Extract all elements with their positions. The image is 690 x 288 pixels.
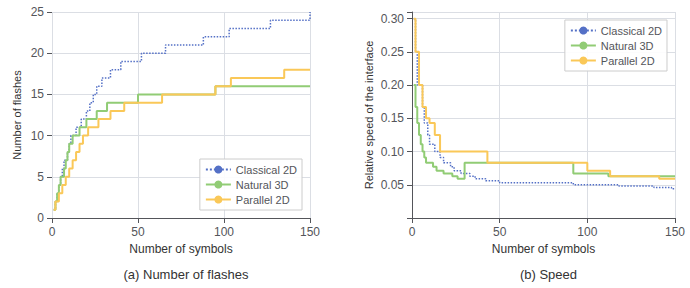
svg-text:150: 150 — [300, 225, 320, 239]
svg-text:Parallel 2D: Parallel 2D — [236, 194, 290, 206]
svg-text:Natural 3D: Natural 3D — [601, 40, 654, 52]
svg-text:100: 100 — [214, 225, 234, 239]
svg-text:0: 0 — [409, 225, 416, 239]
svg-text:50: 50 — [131, 225, 145, 239]
svg-text:0.25: 0.25 — [381, 45, 405, 59]
svg-text:Natural 3D: Natural 3D — [236, 179, 289, 191]
svg-text:Relative speed of the interfac: Relative speed of the interface — [363, 41, 375, 190]
svg-text:0.30: 0.30 — [381, 12, 405, 26]
svg-text:15: 15 — [31, 87, 45, 101]
svg-text:0: 0 — [37, 211, 44, 225]
svg-text:25: 25 — [31, 5, 45, 19]
svg-text:20: 20 — [31, 46, 45, 60]
svg-text:50: 50 — [493, 225, 507, 239]
svg-text:(b) Speed: (b) Speed — [520, 267, 577, 282]
svg-text:Number of flashes: Number of flashes — [11, 70, 23, 160]
svg-text:0.10: 0.10 — [381, 145, 405, 159]
svg-text:Classical 2D: Classical 2D — [601, 25, 662, 37]
svg-text:100: 100 — [577, 225, 597, 239]
svg-text:0: 0 — [49, 225, 56, 239]
svg-text:Parallel 2D: Parallel 2D — [601, 55, 655, 67]
svg-text:(a) Number of flashes: (a) Number of flashes — [124, 267, 249, 282]
svg-text:0.05: 0.05 — [381, 178, 405, 192]
svg-text:Number of symbols: Number of symbols — [129, 242, 232, 256]
svg-text:0.15: 0.15 — [381, 111, 405, 125]
svg-text:Classical 2D: Classical 2D — [236, 164, 297, 176]
svg-text:10: 10 — [31, 129, 45, 143]
svg-text:0.20: 0.20 — [381, 78, 405, 92]
svg-text:Number of symbols: Number of symbols — [492, 242, 595, 256]
svg-text:150: 150 — [665, 225, 685, 239]
svg-text:5: 5 — [37, 170, 44, 184]
